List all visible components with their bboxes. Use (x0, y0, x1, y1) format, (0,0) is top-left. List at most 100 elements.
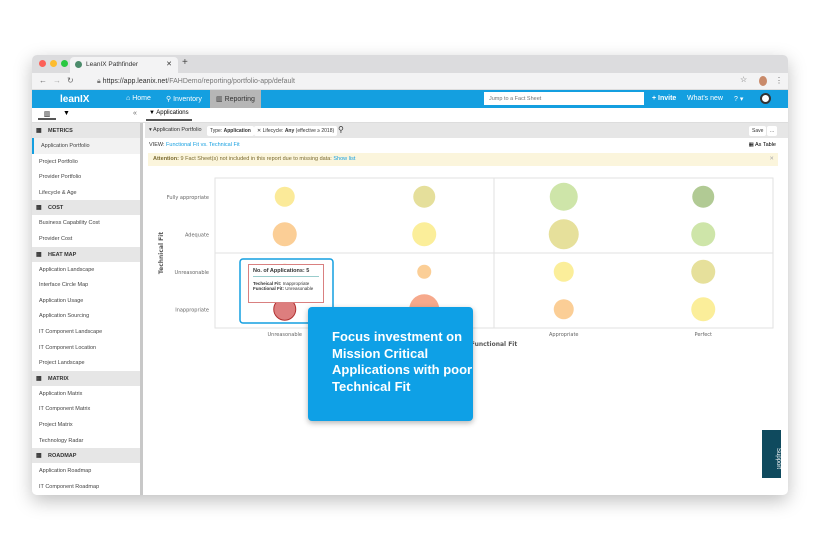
nav-home[interactable]: ⌂ Home (126, 90, 151, 108)
user-avatar[interactable] (760, 93, 771, 104)
leanix-logo[interactable]: leanIX (60, 94, 90, 105)
sidebar-item[interactable]: Lifecycle & Age (39, 189, 77, 196)
bubble-tooltip: No. of Applications: 5 Techeical Fit: In… (248, 264, 324, 303)
sidebar-item[interactable]: IT Component Location (39, 344, 97, 351)
top-navigation: leanIX ⌂ Home ⚲ Inventory ▥ Reporting + … (32, 90, 788, 108)
bookmark-star-icon[interactable]: ☆ (740, 75, 748, 84)
y-tick-label: Inappropriate (175, 307, 209, 313)
tooltip-line2-label: Functional Fit: (253, 286, 284, 291)
support-button[interactable]: Support (762, 430, 781, 478)
highlight-box (239, 258, 334, 324)
nav-inventory-label: Inventory (173, 96, 202, 103)
sidebar-item[interactable]: Business Capability Cost (39, 220, 100, 227)
invite-button[interactable]: + Invite (652, 95, 677, 102)
attention-banner: Attention: 9 Fact Sheet(s) not included … (148, 153, 778, 166)
x-tick-label: Unreasonable (268, 332, 302, 338)
filter-bar: ▾ Application Portfolio Type: Applicatio… (145, 123, 788, 138)
sidebar-item[interactable]: Application Portfolio (32, 138, 140, 154)
sub-header: ▥ ▼ « ▼ Applications (32, 108, 788, 123)
type-filter-chip[interactable]: Type: Application (207, 126, 254, 136)
forward-icon[interactable]: → (53, 76, 61, 85)
tooltip-line1-label: Techeical Fit: (253, 281, 282, 286)
url-path: /FAHDemo/reporting/portfolio-app/default (167, 78, 295, 85)
report-area: ▾ Application Portfolio Type: Applicatio… (145, 123, 788, 495)
fact-sheet-search-input[interactable] (484, 92, 644, 105)
sidebar-item[interactable]: Provider Portfolio (39, 174, 82, 181)
y-tick-label: Adequate (185, 232, 209, 238)
roadmap-icon: ▦ (36, 453, 42, 460)
lifecycle-filter-label: ✕ Lifecycle: (257, 128, 284, 134)
sidebar-item[interactable]: IT Component Roadmap (39, 483, 100, 490)
y-tick-label: Unreasonable (175, 270, 209, 276)
sidebar-item[interactable]: Technology Radar (39, 437, 84, 444)
x-axis-title: Functional Fit (471, 341, 518, 348)
browser-window: LeanIX Pathfinder ✕ + ← → ↻ 🔒︎ https://ap… (32, 55, 788, 495)
section-title: MATRIX (48, 375, 69, 382)
close-tab-icon[interactable]: ✕ (166, 61, 172, 68)
lifecycle-filter-value: Any (284, 128, 295, 134)
view-value-link[interactable]: Functional Fit vs. Technical Fit (166, 142, 240, 148)
nav-inventory[interactable]: ⚲ Inventory (166, 90, 202, 108)
close-window-button[interactable] (39, 60, 46, 67)
bubble (272, 222, 297, 247)
lifecycle-filter-chip[interactable]: ✕ Lifecycle: Any (effective ≥ 2018) (254, 126, 338, 136)
whats-new-button[interactable]: What's new (687, 95, 723, 102)
tab-applications-label: Applications (156, 110, 189, 116)
report-selector[interactable]: ▾ Application Portfolio (149, 127, 202, 133)
section-title: ROADMAP (48, 453, 77, 460)
sidebar-item[interactable]: Interface Circle Map (39, 282, 89, 289)
sidebar-item[interactable]: IT Component Matrix (39, 406, 91, 413)
more-options-button[interactable]: ... (767, 126, 778, 136)
grid-icon: ▦ (36, 375, 42, 382)
sidebar-item[interactable]: Project Landscape (39, 360, 85, 367)
nav-home-label: Home (132, 95, 151, 102)
sidebar-section-cost: ▦ COST (32, 200, 140, 216)
nav-reporting[interactable]: ▥ Reporting (210, 90, 261, 108)
reports-tab-icon[interactable]: ▥ (38, 110, 56, 120)
tooltip-line-1: Techeical Fit: Inappropriate (253, 281, 319, 286)
sidebar-item[interactable]: Project Portfolio (39, 158, 78, 165)
url-field[interactable]: 🔒︎ https://app.leanix.net/FAHDemo/report… (87, 75, 757, 88)
bubble (417, 264, 432, 279)
lifecycle-filter-note: (effective ≥ 2018) (295, 128, 335, 134)
address-bar-row: ← → ↻ 🔒︎ https://app.leanix.net/FAHDemo/… (32, 73, 788, 90)
sidebar-item[interactable]: Application Roadmap (39, 468, 92, 475)
search-filter-icon[interactable]: ⚲ (338, 125, 344, 134)
heatmap-icon: ▦ (36, 251, 42, 258)
url-host: https://app.leanix.net (102, 78, 168, 85)
sidebar-item[interactable]: Application Landscape (39, 266, 95, 273)
new-tab-button[interactable]: + (182, 57, 188, 68)
help-menu[interactable]: ? ▾ (734, 96, 744, 103)
minimize-window-button[interactable] (50, 60, 57, 67)
sidebar-item[interactable]: Application Usage (39, 297, 84, 304)
sidebar-item[interactable]: Application Matrix (39, 390, 83, 397)
sidebar-item[interactable]: Project Matrix (39, 421, 73, 428)
sidebar-item[interactable]: Provider Cost (39, 235, 73, 242)
bubble (274, 186, 295, 207)
sidebar-item[interactable]: Application Sourcing (39, 313, 90, 320)
menu-kebab-icon[interactable]: ⋮ (775, 76, 783, 85)
save-button[interactable]: Save (749, 126, 767, 136)
collapse-sidebar-icon[interactable]: « (133, 110, 137, 117)
search-icon: ⚲ (166, 96, 174, 103)
sidebar-item[interactable]: IT Component Landscape (39, 328, 103, 335)
x-tick-label: Perfect (694, 332, 712, 338)
back-icon[interactable]: ← (39, 76, 47, 85)
browser-tab[interactable]: LeanIX Pathfinder ✕ (70, 57, 178, 73)
type-filter-label: Type: (210, 128, 223, 134)
sidebar-section-roadmap: ▦ ROADMAP (32, 448, 140, 464)
as-table-label: As Table (755, 142, 776, 148)
filter-tab-icon[interactable]: ▼ (63, 110, 70, 117)
show-list-link[interactable]: Show list (333, 156, 356, 162)
maximize-window-button[interactable] (61, 60, 68, 67)
bubble (553, 299, 574, 320)
profile-avatar[interactable] (759, 76, 767, 86)
x-tick-label: Appropriate (549, 332, 579, 338)
as-table-button[interactable]: ▦ As Table (749, 142, 776, 148)
tab-applications[interactable]: ▼ Applications (146, 110, 192, 121)
close-banner-icon[interactable]: ✕ (769, 156, 774, 162)
y-axis-title: Technical Fit (158, 232, 165, 274)
dashboard-icon: ▦ (36, 128, 42, 134)
reload-icon[interactable]: ↻ (67, 76, 74, 85)
